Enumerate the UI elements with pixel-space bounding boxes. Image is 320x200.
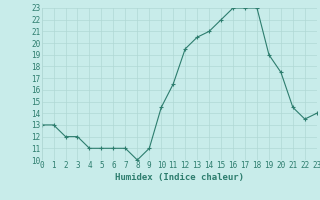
X-axis label: Humidex (Indice chaleur): Humidex (Indice chaleur) bbox=[115, 173, 244, 182]
